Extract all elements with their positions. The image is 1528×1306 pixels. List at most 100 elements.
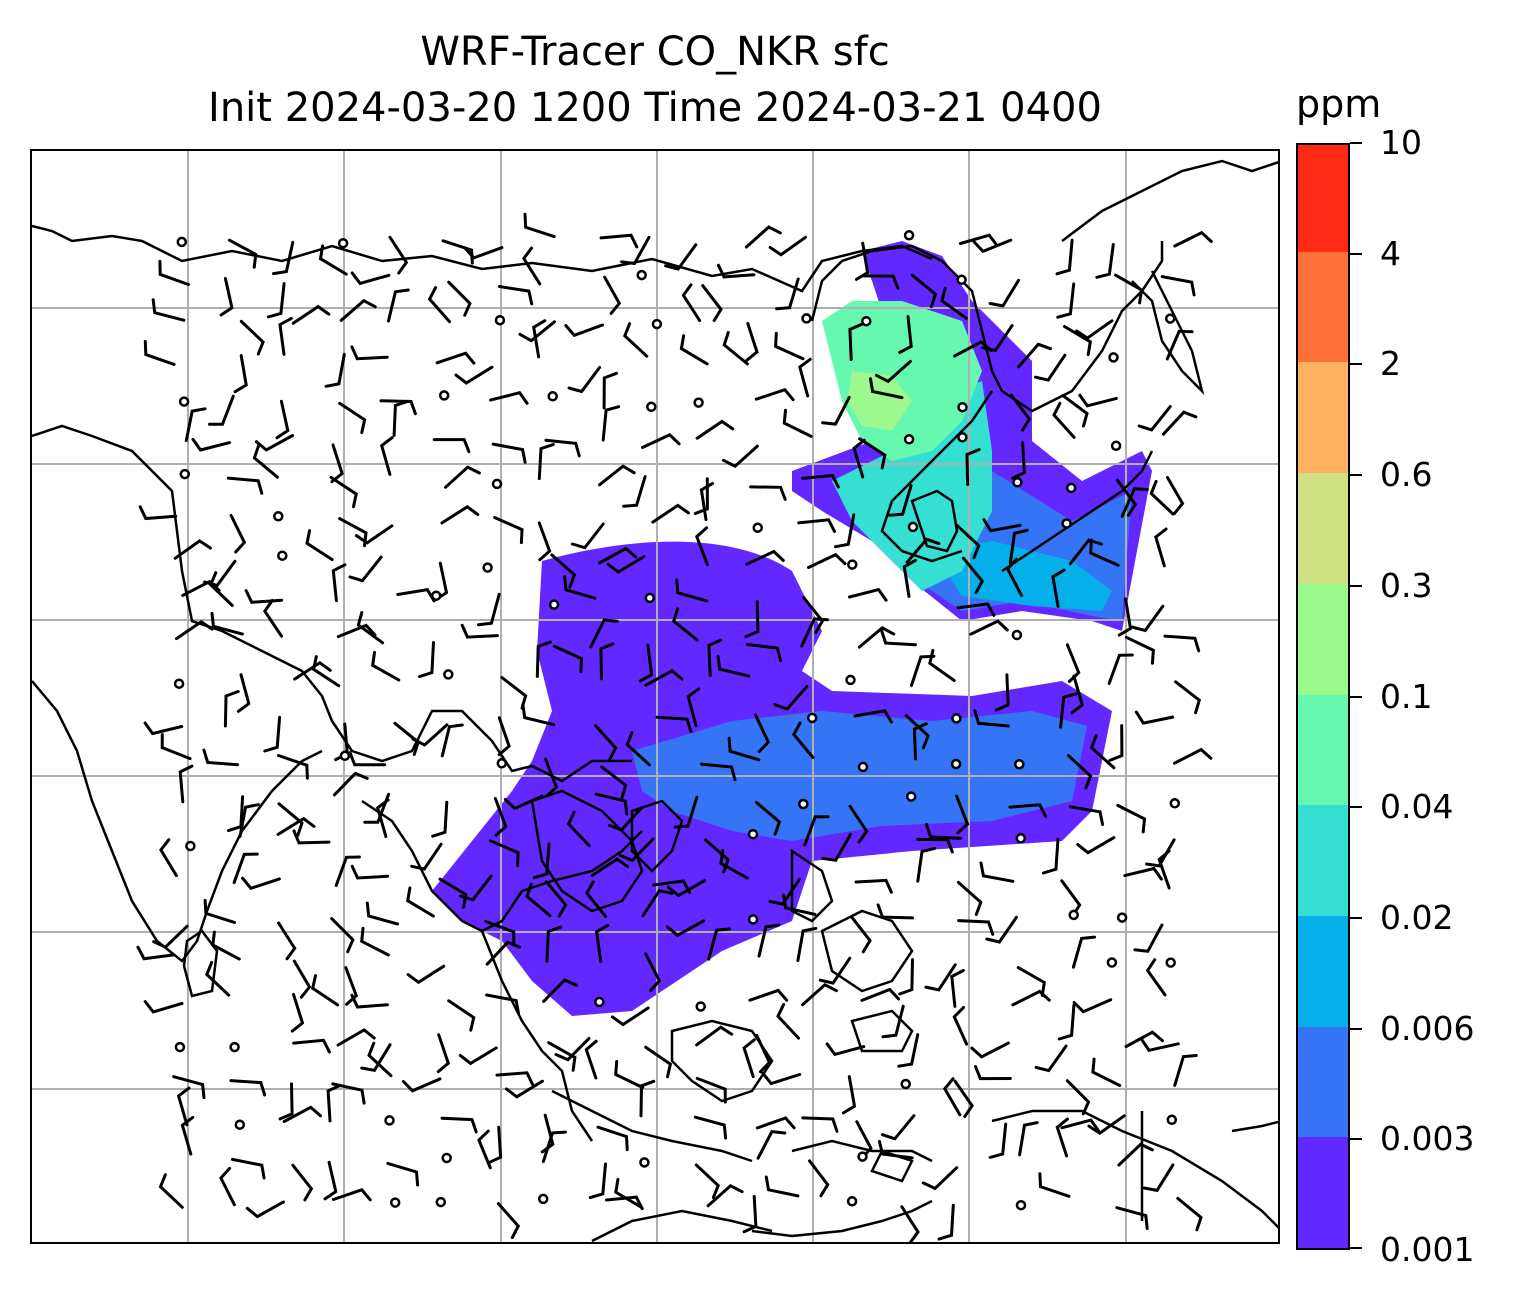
coastlines (32, 159, 1278, 1242)
calm-wind-marker (384, 1115, 395, 1126)
calm-wind-marker (847, 559, 858, 570)
wind-barb (503, 794, 544, 811)
wind-barb (172, 1075, 206, 1100)
wind-barb (850, 915, 872, 954)
wind-barb (440, 504, 480, 525)
colorbar-tick-label: 0.001 (1380, 1230, 1475, 1269)
wind-barb (489, 390, 529, 405)
wind-barb (311, 655, 341, 688)
wind-barb (1059, 692, 1078, 729)
wind-barb (888, 483, 913, 517)
wind-barb (910, 654, 936, 687)
wind-barb (245, 1200, 285, 1219)
colorbar-segment (1298, 145, 1348, 252)
wind-barb (606, 555, 646, 574)
wind-barb (367, 1041, 393, 1078)
wind-barb (1065, 643, 1081, 683)
wind-barb (447, 999, 476, 1032)
wind-barb (652, 879, 692, 894)
wind-barb (679, 334, 709, 366)
wind-barb (241, 876, 281, 891)
colorbar-tick (1350, 142, 1362, 144)
wind-barb (1124, 635, 1155, 665)
wind-barb (860, 987, 901, 1002)
map-canvas (32, 151, 1278, 1242)
wind-barb (775, 277, 800, 311)
wind-barb (278, 1082, 294, 1121)
wind-barb (226, 476, 264, 495)
wind-barb (1017, 342, 1052, 369)
wind-barb (699, 481, 715, 522)
wind-barb (334, 855, 361, 887)
wind-barb (463, 246, 504, 260)
wind-barb (614, 1177, 644, 1209)
wind-barb (1154, 527, 1168, 568)
wind-barb (236, 673, 251, 713)
wind-barb (356, 611, 385, 645)
wind-barb (331, 1082, 366, 1105)
wind-barb (744, 600, 760, 639)
wind-barb (532, 319, 547, 359)
wind-barb (742, 1038, 756, 1079)
wind-barb (644, 1045, 673, 1079)
wind-barb (496, 1202, 521, 1240)
wind-barb (969, 619, 1009, 636)
wind-barb (1115, 1206, 1149, 1230)
wind-barb (985, 915, 1018, 944)
wind-barb (807, 552, 847, 569)
wind-barb (1149, 479, 1175, 516)
wind-barb (460, 623, 499, 639)
wind-barb (203, 898, 236, 924)
wind-barb (928, 649, 956, 682)
wind-barb (857, 625, 896, 649)
wind-barb (330, 917, 355, 954)
wind-barb (544, 880, 568, 918)
calm-wind-marker (337, 237, 349, 249)
colorbar-tick-label: 0.006 (1380, 1008, 1475, 1048)
wind-barb (159, 838, 178, 878)
wind-barb (1070, 674, 1084, 715)
wind-barb (776, 1003, 800, 1040)
wind-barb (143, 1000, 184, 1014)
colorbar-segment (1298, 804, 1348, 916)
wind-barb (952, 1006, 969, 1046)
wind-barb (625, 731, 651, 767)
calm-wind-marker (957, 401, 968, 413)
wind-barb (694, 1163, 720, 1200)
wind-barb (937, 1203, 955, 1241)
wind-barb (336, 1028, 376, 1047)
wind-barb (396, 588, 436, 603)
wind-barb (953, 1079, 974, 1118)
wind-barb (326, 1084, 342, 1123)
wind-barb (276, 754, 309, 780)
wind-barb (521, 246, 542, 286)
wind-barb (401, 1077, 442, 1093)
wind-barb (1140, 1038, 1180, 1052)
wind-barb (379, 436, 394, 476)
wind-barb (219, 1166, 236, 1207)
wind-barb (756, 1129, 787, 1160)
colorbar-tick-label: 0.1 (1380, 676, 1433, 716)
wind-barb (898, 315, 913, 354)
calm-wind-marker (1065, 482, 1077, 494)
wind-barb (974, 1065, 1012, 1081)
wind-barb (802, 596, 825, 634)
wind-barb (291, 1163, 314, 1202)
wind-barb (332, 771, 369, 797)
calm-wind-marker (1164, 313, 1176, 324)
wind-barb (323, 1160, 338, 1201)
wind-barb (695, 419, 735, 440)
calm-wind-marker (857, 761, 869, 773)
wind-barb (230, 1157, 266, 1180)
wind-barb (1005, 557, 1023, 598)
wind-barb (970, 1041, 1010, 1059)
wind-barb (994, 673, 1010, 712)
wind-barb (544, 438, 581, 458)
colorbar-segment (1298, 914, 1348, 1027)
wind-barb (229, 1079, 267, 1097)
colorbar-tick-label: 0.02 (1380, 897, 1454, 937)
wind-barb (537, 443, 555, 481)
calm-wind-marker (1169, 798, 1181, 809)
wind-barb (880, 629, 917, 647)
wind-barb (1011, 441, 1026, 480)
